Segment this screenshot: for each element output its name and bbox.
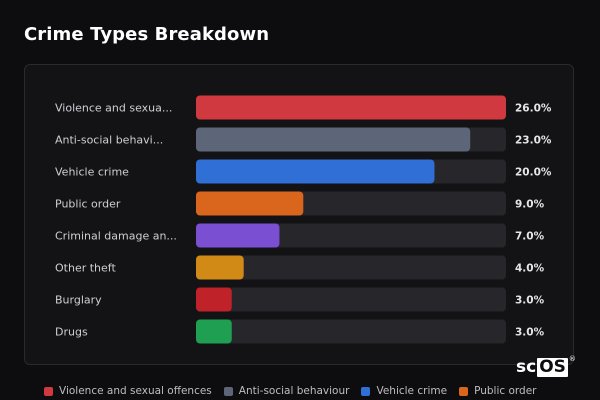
category-label: Burglary [55, 294, 102, 307]
category-label: Other theft [55, 262, 116, 275]
brand-logo: sc OS ® [516, 355, 576, 377]
category-label: Public order [55, 198, 121, 211]
brand-prefix: sc [516, 357, 537, 377]
legend-label: Public order [474, 385, 537, 397]
bar-track [196, 255, 506, 280]
legend-item: Violence and sexual offences [44, 385, 212, 397]
legend-swatch [44, 386, 53, 396]
bar-chart: Violence and sexua... 26.0% Anti-social be… [55, 95, 552, 344]
value-label: 23.0% [515, 135, 552, 147]
legend-item: Public order [459, 385, 536, 397]
bar [196, 255, 244, 280]
category-label: Vehicle crime [55, 166, 129, 179]
chart-panel: Violence and sexua... 26.0% Anti-social be… [24, 64, 574, 365]
value-label: 26.0% [515, 103, 552, 115]
bar [196, 223, 280, 248]
category-label: Violence and sexua... [55, 102, 172, 115]
category-label: Anti-social behavi... [55, 134, 163, 147]
value-label: 20.0% [515, 167, 552, 179]
value-label: 3.0% [515, 327, 545, 339]
legend-swatch [459, 386, 469, 396]
legend-swatch [223, 386, 233, 396]
brand-boxed: OS [537, 356, 568, 377]
legend-item: Anti-social behaviour [223, 385, 350, 397]
value-label: 3.0% [515, 295, 545, 307]
value-label: 7.0% [515, 231, 545, 243]
bar [196, 287, 232, 312]
bar [196, 95, 506, 120]
bar [196, 127, 471, 152]
legend-label: Violence and sexual offences [59, 385, 212, 397]
legend-label: Anti-social behaviour [238, 385, 350, 397]
value-label: 4.0% [515, 263, 545, 275]
bar [196, 319, 232, 344]
legend-item: Vehicle crime [361, 385, 447, 397]
bar [196, 159, 435, 184]
legend-swatch [361, 386, 371, 396]
bar-track [196, 287, 506, 312]
category-label: Criminal damage an... [55, 230, 177, 243]
value-label: 9.0% [515, 199, 545, 211]
category-label: Drugs [55, 326, 88, 339]
bar-track [196, 319, 506, 344]
registered-mark: ® [568, 355, 576, 363]
bar [196, 191, 304, 216]
chart-title: Crime Types Breakdown [24, 24, 270, 45]
chart-legend: Violence and sexual offences Anti-social … [44, 385, 548, 397]
legend-label: Vehicle crime [376, 385, 448, 397]
